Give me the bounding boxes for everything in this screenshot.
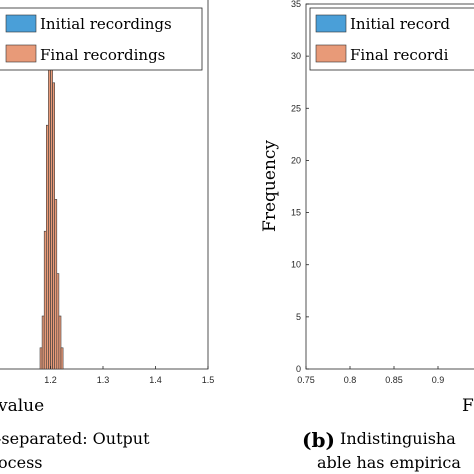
panel-a-legend-swatch-initial xyxy=(5,14,37,33)
panel-b-caption-label: (b) xyxy=(302,428,335,452)
y-tick-label: 35 xyxy=(291,0,301,9)
x-tick-label: 0.75 xyxy=(297,375,315,385)
histogram-bar-final xyxy=(54,199,58,370)
histogram-bar-final xyxy=(48,18,51,370)
x-tick-label: 1.4 xyxy=(149,375,162,385)
histogram-bar-final xyxy=(52,82,55,370)
y-tick-label: 5 xyxy=(296,312,301,322)
histogram-bar-final xyxy=(56,273,60,370)
y-tick-label: 10 xyxy=(291,260,301,270)
panel-b-y-ticks: 0 5 10 15 20 25 30 35 xyxy=(291,0,309,374)
panel-b-legend-swatch-initial xyxy=(315,14,347,33)
x-tick-label: 1.5 xyxy=(202,375,215,385)
histogram-bar-final xyxy=(58,315,62,370)
panel-b: 0 5 10 15 20 25 30 35 0.75 0.8 0.85 0.9 Initial re… xyxy=(260,0,474,472)
panel-a-legend: Initial recordings Final recordings xyxy=(0,7,203,71)
histogram-bar-final xyxy=(39,347,43,370)
histogram-bar-final xyxy=(60,347,64,370)
y-tick-label: 0 xyxy=(296,364,301,374)
y-tick-label: 25 xyxy=(291,103,301,113)
panel-b-y-axis-label: Frequency xyxy=(260,140,280,232)
panel-a-bars xyxy=(39,18,64,370)
panel-a-x-axis-label: value xyxy=(0,396,44,416)
x-tick-label: 1.2 xyxy=(44,375,57,385)
panel-b-caption-line-2: able has empirica xyxy=(317,453,461,472)
x-tick-label: 0.9 xyxy=(432,375,445,385)
panel-b-legend: Initial record Final recordi xyxy=(309,7,474,71)
panel-b-legend-label-final: Final recordi xyxy=(350,46,449,64)
y-tick-label: 30 xyxy=(291,51,301,61)
panel-a-legend-label-initial: Initial recordings xyxy=(40,15,172,33)
panel-b-caption-line-1: Indistinguisha xyxy=(340,429,456,448)
histogram-bar-final xyxy=(50,18,53,370)
panel-a-caption-line-1: -separated: Output xyxy=(0,429,150,448)
panel-a-caption-line-2: ocess xyxy=(0,453,42,472)
histogram-bar-final xyxy=(41,315,45,370)
y-tick-label: 15 xyxy=(291,208,301,218)
y-tick-label: 20 xyxy=(291,155,301,165)
x-tick-label: 0.8 xyxy=(344,375,357,385)
panel-a-legend-swatch-final xyxy=(5,44,37,63)
histogram-bar-final xyxy=(43,230,47,370)
panel-b-legend-swatch-final xyxy=(315,44,347,63)
panel-a-x-ticks: 1.2 1.3 1.4 1.5 xyxy=(44,366,214,385)
x-tick-label: 0.85 xyxy=(385,375,403,385)
histogram-bar-final xyxy=(45,124,49,370)
x-tick-label: 1.3 xyxy=(97,375,110,385)
panel-a: 1.2 1.3 1.4 1.5 Initial recordings Final re… xyxy=(0,0,214,472)
panel-a-legend-label-final: Final recordings xyxy=(40,46,165,64)
panel-b-legend-label-initial: Initial record xyxy=(350,15,450,33)
panel-b-x-axis-label: F xyxy=(462,396,474,416)
panel-b-x-ticks: 0.75 0.8 0.85 0.9 xyxy=(297,366,444,385)
